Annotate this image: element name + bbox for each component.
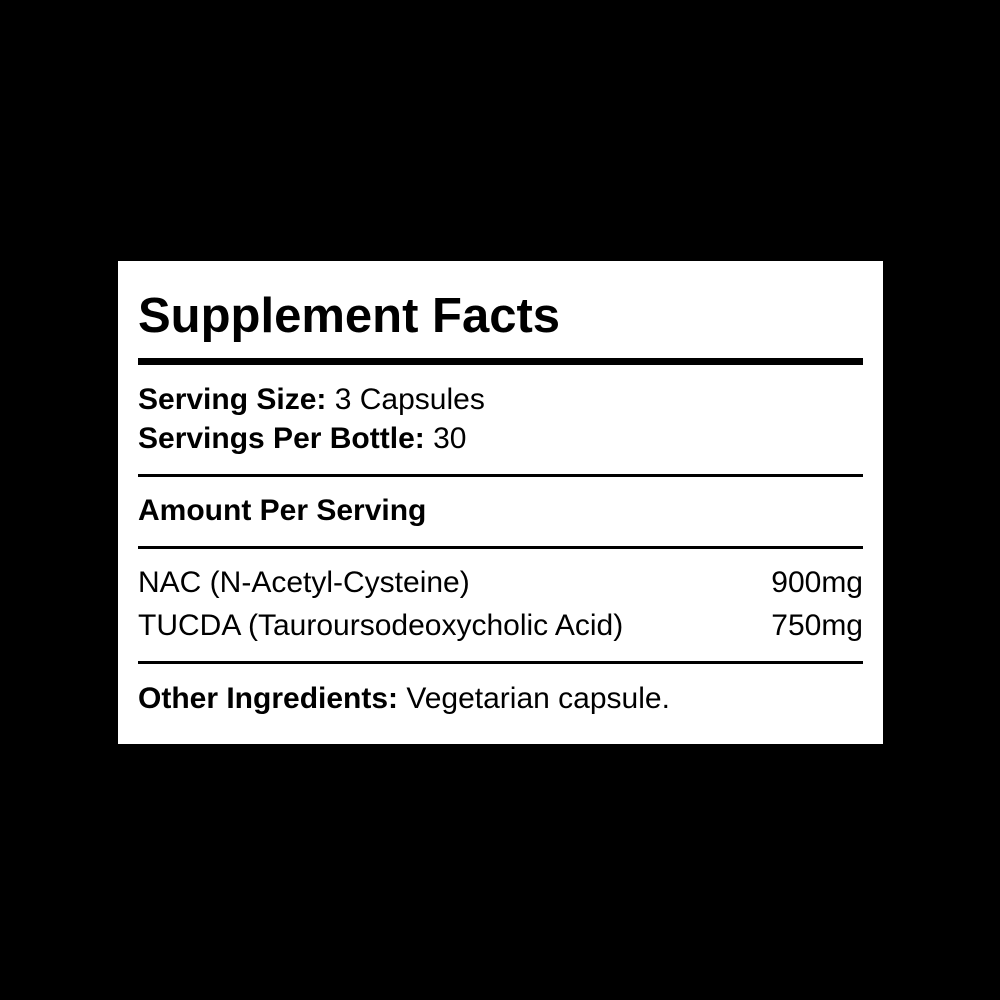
serving-size: Serving Size: 3 Capsules: [138, 385, 485, 415]
divider: [138, 661, 863, 664]
supplement-facts-panel: Supplement Facts Serving Size: 3 Capsule…: [118, 261, 883, 744]
other-ingredients-label: Other Ingredients:: [138, 682, 399, 715]
ingredient-amount: 750mg: [771, 609, 863, 642]
serving-size-label: Serving Size:: [138, 383, 327, 416]
thick-divider: [138, 358, 863, 365]
divider: [138, 546, 863, 549]
panel-title: Supplement Facts: [138, 289, 561, 343]
divider: [138, 474, 863, 477]
amount-per-serving-header: Amount Per Serving: [138, 494, 427, 527]
other-ingredients: Other Ingredients: Vegetarian capsule.: [138, 684, 670, 714]
ingredient-name: TUCDA (Tauroursodeoxycholic Acid): [138, 609, 624, 642]
servings-per-label: Servings Per Bottle:: [138, 422, 425, 455]
servings-per-value: 30: [433, 422, 467, 455]
ingredient-amount: 900mg: [771, 566, 863, 599]
other-ingredients-value: Vegetarian capsule.: [406, 682, 670, 715]
servings-per-bottle: Servings Per Bottle: 30: [138, 424, 466, 454]
ingredient-name: NAC (N-Acetyl-Cysteine): [138, 566, 470, 599]
serving-size-value: 3 Capsules: [334, 383, 485, 416]
